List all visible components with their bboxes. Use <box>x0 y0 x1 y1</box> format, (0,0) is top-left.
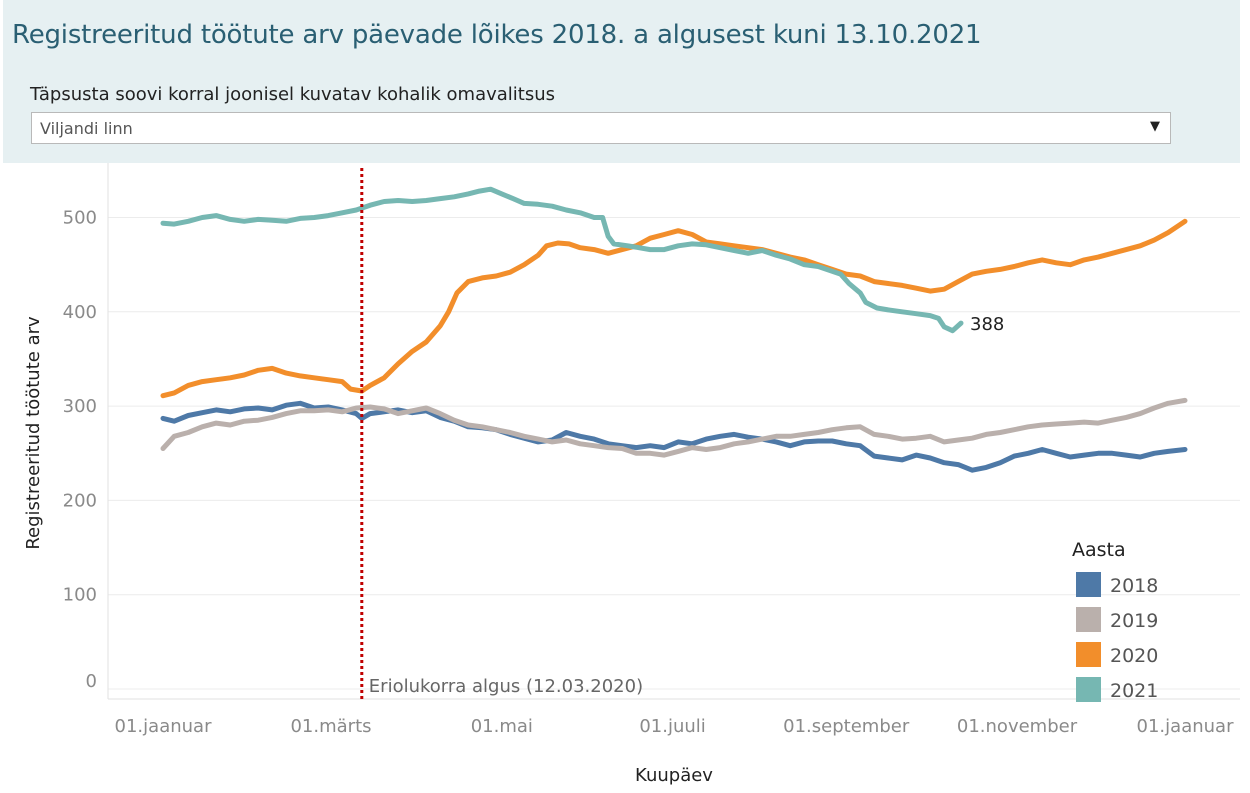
x-tick-label: 01.jaanuar <box>115 716 213 737</box>
y-tick-label: 500 <box>63 208 97 229</box>
dropdown-selected-value: Viljandi linn <box>40 119 133 138</box>
legend-item-2020: 2020 <box>1110 645 1158 667</box>
series-line-2018 <box>160 400 1188 473</box>
legend-item-2021: 2021 <box>1110 680 1158 702</box>
municipality-dropdown[interactable]: Viljandi linn ▼ <box>31 112 1171 144</box>
series-line-2020 <box>160 218 1188 399</box>
x-tick-label: 01.november <box>957 716 1078 737</box>
legend-item-2018: 2018 <box>1110 575 1158 597</box>
legend-swatch-2021 <box>1076 677 1101 702</box>
legend-item-2019: 2019 <box>1110 610 1158 632</box>
y-tick-label: 0 <box>86 671 97 692</box>
line-chart: 0 100 200 300 400 500 01.jaanuar 01.märts 01.ma… <box>23 163 1240 786</box>
y-axis-title: Registreeritud töötute arv <box>23 316 44 550</box>
series-line-2019 <box>160 397 1188 458</box>
legend-swatch-2019 <box>1076 607 1101 632</box>
annotation-label: Eriolukorra algus (12.03.2020) <box>369 676 643 697</box>
series-line-2021 <box>160 186 964 334</box>
x-tick-label: 01.mai <box>471 716 533 737</box>
x-tick-label: 01.märts <box>290 716 371 737</box>
y-tick-label: 200 <box>63 490 97 511</box>
filter-panel: Registreeritud töötute arv päevade lõike… <box>3 0 1240 163</box>
x-tick-label: 01.september <box>783 716 910 737</box>
page-title: Registreeritud töötute arv päevade lõike… <box>12 20 982 50</box>
filter-label: Täpsusta soovi korral joonisel kuvatav k… <box>30 84 556 105</box>
gridlines <box>107 163 1240 700</box>
annotation: Eriolukorra algus (12.03.2020) <box>360 168 643 699</box>
x-axis-title: Kuupäev <box>635 765 713 786</box>
x-axis-ticks: 01.jaanuar 01.märts 01.mai 01.juuli 01.septe… <box>115 716 1235 737</box>
series-lines: 388 <box>160 186 1188 473</box>
end-value-label: 388 <box>970 314 1004 335</box>
y-tick-label: 400 <box>63 302 97 323</box>
y-tick-label: 100 <box>63 585 97 606</box>
legend-title: Aasta <box>1072 539 1126 561</box>
x-tick-label: 01.jaanuar <box>1137 716 1235 737</box>
legend[interactable]: Aasta 2018 2019 2020 2021 <box>1072 539 1158 702</box>
legend-swatch-2018 <box>1076 572 1101 597</box>
y-tick-label: 300 <box>63 396 97 417</box>
x-tick-label: 01.juuli <box>639 716 705 737</box>
legend-swatch-2020 <box>1076 642 1101 667</box>
chevron-down-icon[interactable]: ▼ <box>1150 119 1160 134</box>
y-axis-ticks: 0 100 200 300 400 500 <box>63 208 97 693</box>
